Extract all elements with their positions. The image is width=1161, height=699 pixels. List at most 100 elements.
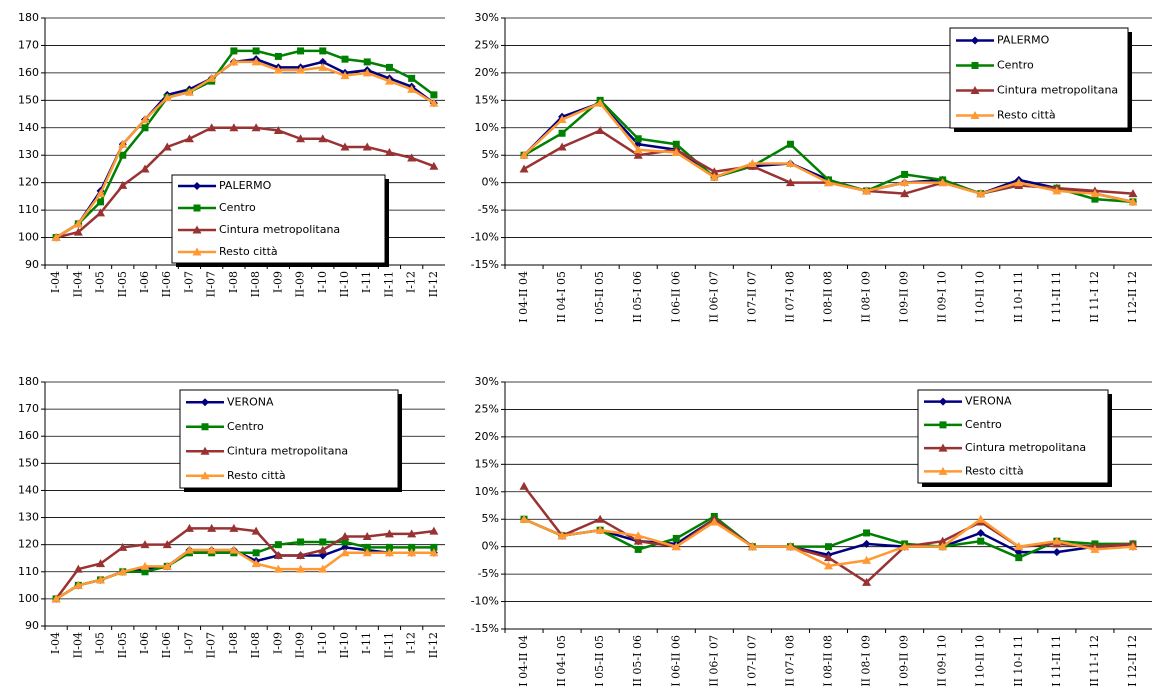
data-point [747,542,757,551]
x-tick-label: I 06-II 06 [669,271,682,323]
x-tick-label: II 07-I 08 [783,635,796,687]
data-point [824,561,833,570]
x-tick-label: II-06 [160,632,173,658]
legend-label: VERONA [965,395,1012,408]
data-point [786,140,794,148]
data-point [1128,189,1138,198]
data-point [938,178,948,187]
data-point [341,538,349,546]
x-tick-label: II-12 [427,632,440,658]
data-point [1014,178,1024,187]
data-point [140,115,150,124]
y-tick-label: 140 [18,483,39,496]
x-tick-label: I 11-II 11 [1050,271,1063,323]
data-point [119,151,127,159]
x-tick-label: II-12 [427,271,440,297]
legend-marker [938,466,948,475]
data-point [408,543,416,551]
y-tick-label: 140 [18,121,39,134]
x-tick-label: I-07 [182,271,195,293]
x-tick-label: II-08 [249,632,262,658]
data-point [595,514,605,523]
data-point [73,227,83,236]
data-point [140,164,150,173]
data-point [977,537,985,545]
data-point [319,538,327,546]
data-point [97,198,105,206]
x-tick-label: I-12 [405,632,418,654]
data-point [141,124,149,132]
data-point [1090,544,1100,553]
data-point [407,529,417,538]
y-tick-label: 20% [475,430,499,443]
legend-label: Cintura metropolitana [219,223,340,236]
y-tick-label: 90 [25,258,39,271]
data-point [671,147,681,156]
data-point [273,551,283,560]
data-point [73,564,83,573]
data-point [407,84,417,93]
x-tick-label: II-04 [71,271,84,297]
y-tick-label: 0% [482,176,499,189]
x-tick-label: II-11 [382,632,395,658]
data-point [709,167,719,176]
x-tick-label: I-10 [316,632,329,654]
series-line [55,60,435,239]
x-tick-label: II 08-I 09 [860,271,873,323]
legend-marker [971,36,979,45]
data-point [252,47,260,55]
x-tick-label: II-05 [116,632,129,658]
x-tick-label: I 11-II 11 [1050,635,1063,687]
data-point [430,91,438,99]
data-point [595,126,605,135]
data-point [1052,548,1061,557]
x-tick-label: II 09-I 10 [936,635,949,687]
legend-label: Centro [227,420,264,433]
data-point [785,542,795,551]
data-point [73,219,83,228]
data-point [976,514,986,523]
data-point [318,57,327,66]
data-point [429,98,439,107]
data-point [785,158,795,167]
data-point [1052,186,1062,195]
x-tick-label: I-05 [94,271,107,293]
data-point [385,543,393,551]
data-point [297,47,305,55]
legend-label: Cintura metropolitana [965,441,1086,454]
x-tick-label: I 12-II 12 [1126,635,1139,687]
legend-label: PALERMO [219,179,272,192]
y-tick-label: 130 [18,511,39,524]
legend-marker [201,423,209,431]
data-point [384,548,394,557]
data-point [184,134,194,143]
x-tick-label: II 11-I 12 [1088,271,1101,323]
data-point [296,134,306,143]
y-tick-label: 100 [18,231,39,244]
data-point [557,142,567,151]
legend-label: PALERMO [997,34,1050,47]
data-point [296,564,306,573]
y-tick-label: 100 [18,592,39,605]
data-point [340,71,350,80]
data-point [384,76,394,85]
y-tick-label: 160 [18,66,39,79]
x-tick-label: I 07-II 07 [745,635,758,687]
data-point [672,534,680,542]
data-point [747,158,757,167]
data-point [633,145,643,154]
x-tick-label: I 07-II 07 [745,271,758,323]
data-point [229,123,239,132]
series-line [55,548,434,600]
y-tick-label: 90 [25,619,39,632]
data-point [296,551,306,560]
legend-marker [970,111,980,119]
data-point [976,189,986,198]
series-line [55,527,435,600]
x-tick-label: II 05-I 06 [631,271,644,323]
legend-label: Cintura metropolitana [227,444,348,457]
data-point [900,542,910,551]
data-point [251,123,261,132]
x-tick-label: II 09-I 10 [936,271,949,323]
data-point [184,87,194,96]
